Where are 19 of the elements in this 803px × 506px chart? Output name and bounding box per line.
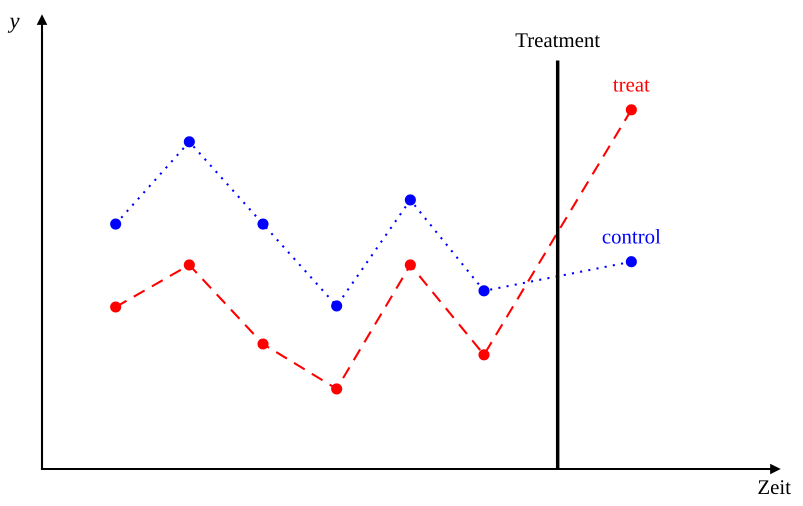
series-label: treat [613, 80, 650, 92]
point [626, 256, 637, 268]
y-axis-title: y [8, 18, 20, 33]
x-axis-title: Zeit [758, 480, 791, 494]
point [478, 285, 490, 296]
text: Treatment [516, 33, 600, 48]
point [184, 136, 195, 148]
point [404, 259, 416, 271]
point [331, 383, 342, 394]
point [184, 259, 195, 271]
point [331, 300, 342, 312]
point [404, 194, 416, 206]
point [110, 301, 122, 313]
point [257, 218, 269, 230]
point [110, 218, 122, 230]
point [626, 104, 637, 116]
series-label: control [602, 228, 660, 244]
point [257, 338, 269, 350]
point [478, 349, 490, 360]
